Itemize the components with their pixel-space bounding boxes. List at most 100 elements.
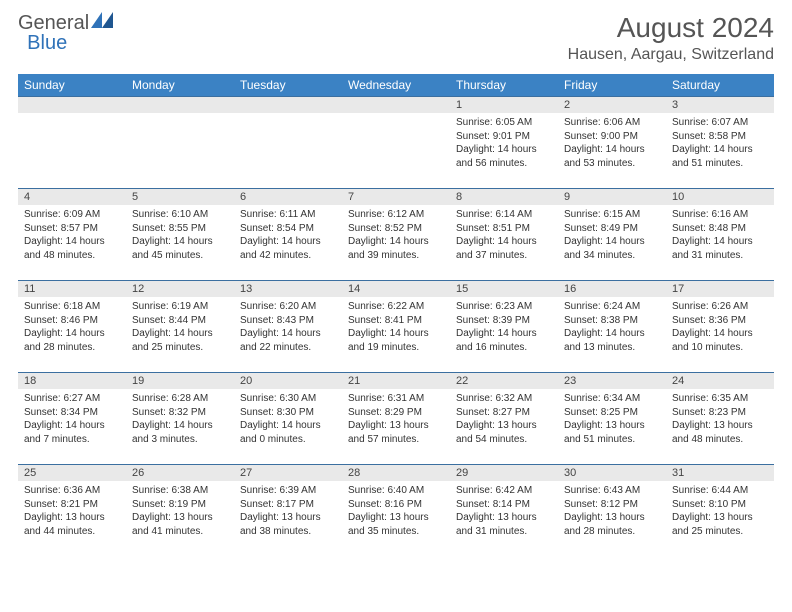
calendar-cell: 9Sunrise: 6:15 AMSunset: 8:49 PMDaylight… — [558, 189, 666, 281]
day-number: 29 — [450, 465, 558, 481]
calendar-cell — [18, 97, 126, 189]
sunset-line: Sunset: 8:51 PM — [456, 222, 552, 236]
sunset-line: Sunset: 8:39 PM — [456, 314, 552, 328]
daylight-line: Daylight: 13 hours and 54 minutes. — [456, 419, 552, 446]
calendar-cell: 11Sunrise: 6:18 AMSunset: 8:46 PMDayligh… — [18, 281, 126, 373]
day-number: 5 — [126, 189, 234, 205]
calendar-cell: 29Sunrise: 6:42 AMSunset: 8:14 PMDayligh… — [450, 465, 558, 557]
calendar-cell: 25Sunrise: 6:36 AMSunset: 8:21 PMDayligh… — [18, 465, 126, 557]
sunset-line: Sunset: 8:48 PM — [672, 222, 768, 236]
day-data: Sunrise: 6:22 AMSunset: 8:41 PMDaylight:… — [342, 297, 450, 358]
day-data: Sunrise: 6:14 AMSunset: 8:51 PMDaylight:… — [450, 205, 558, 266]
daylight-line: Daylight: 13 hours and 57 minutes. — [348, 419, 444, 446]
sunrise-line: Sunrise: 6:30 AM — [240, 392, 336, 406]
sunset-line: Sunset: 8:27 PM — [456, 406, 552, 420]
day-data: Sunrise: 6:27 AMSunset: 8:34 PMDaylight:… — [18, 389, 126, 450]
day-number: 15 — [450, 281, 558, 297]
calendar-cell: 18Sunrise: 6:27 AMSunset: 8:34 PMDayligh… — [18, 373, 126, 465]
daylight-line: Daylight: 14 hours and 56 minutes. — [456, 143, 552, 170]
daylight-line: Daylight: 13 hours and 25 minutes. — [672, 511, 768, 538]
day-number: 12 — [126, 281, 234, 297]
brand-blue: Blue — [27, 32, 67, 54]
sunset-line: Sunset: 8:57 PM — [24, 222, 120, 236]
calendar-cell — [126, 97, 234, 189]
day-number: 18 — [18, 373, 126, 389]
daylight-line: Daylight: 14 hours and 45 minutes. — [132, 235, 228, 262]
day-number: 26 — [126, 465, 234, 481]
sunrise-line: Sunrise: 6:11 AM — [240, 208, 336, 222]
calendar-header: SundayMondayTuesdayWednesdayThursdayFrid… — [18, 74, 774, 97]
sunset-line: Sunset: 8:14 PM — [456, 498, 552, 512]
day-number: 6 — [234, 189, 342, 205]
day-number: 3 — [666, 97, 774, 113]
day-data: Sunrise: 6:15 AMSunset: 8:49 PMDaylight:… — [558, 205, 666, 266]
daylight-line: Daylight: 13 hours and 44 minutes. — [24, 511, 120, 538]
title-block: August 2024 Hausen, Aargau, Switzerland — [568, 12, 774, 64]
calendar-cell: 1Sunrise: 6:05 AMSunset: 9:01 PMDaylight… — [450, 97, 558, 189]
day-data: Sunrise: 6:09 AMSunset: 8:57 PMDaylight:… — [18, 205, 126, 266]
daylight-line: Daylight: 13 hours and 51 minutes. — [564, 419, 660, 446]
sunrise-line: Sunrise: 6:36 AM — [24, 484, 120, 498]
day-data: Sunrise: 6:12 AMSunset: 8:52 PMDaylight:… — [342, 205, 450, 266]
daylight-line: Daylight: 14 hours and 25 minutes. — [132, 327, 228, 354]
day-number: 10 — [666, 189, 774, 205]
calendar-cell: 2Sunrise: 6:06 AMSunset: 9:00 PMDaylight… — [558, 97, 666, 189]
day-number — [18, 97, 126, 113]
calendar-cell: 23Sunrise: 6:34 AMSunset: 8:25 PMDayligh… — [558, 373, 666, 465]
day-number: 28 — [342, 465, 450, 481]
day-number: 20 — [234, 373, 342, 389]
day-data: Sunrise: 6:24 AMSunset: 8:38 PMDaylight:… — [558, 297, 666, 358]
daylight-line: Daylight: 13 hours and 38 minutes. — [240, 511, 336, 538]
daylight-line: Daylight: 14 hours and 3 minutes. — [132, 419, 228, 446]
day-data — [126, 113, 234, 120]
day-number: 9 — [558, 189, 666, 205]
day-data: Sunrise: 6:26 AMSunset: 8:36 PMDaylight:… — [666, 297, 774, 358]
sunset-line: Sunset: 8:41 PM — [348, 314, 444, 328]
daylight-line: Daylight: 14 hours and 39 minutes. — [348, 235, 444, 262]
sunrise-line: Sunrise: 6:40 AM — [348, 484, 444, 498]
sunset-line: Sunset: 8:30 PM — [240, 406, 336, 420]
day-number — [234, 97, 342, 113]
day-number: 22 — [450, 373, 558, 389]
day-number: 13 — [234, 281, 342, 297]
sunset-line: Sunset: 9:01 PM — [456, 130, 552, 144]
sunset-line: Sunset: 8:16 PM — [348, 498, 444, 512]
sunset-line: Sunset: 8:25 PM — [564, 406, 660, 420]
daylight-line: Daylight: 14 hours and 34 minutes. — [564, 235, 660, 262]
day-number: 4 — [18, 189, 126, 205]
calendar-cell: 3Sunrise: 6:07 AMSunset: 8:58 PMDaylight… — [666, 97, 774, 189]
weekday-header: Thursday — [450, 74, 558, 97]
daylight-line: Daylight: 14 hours and 16 minutes. — [456, 327, 552, 354]
sunrise-line: Sunrise: 6:10 AM — [132, 208, 228, 222]
sunrise-line: Sunrise: 6:05 AM — [456, 116, 552, 130]
location: Hausen, Aargau, Switzerland — [568, 46, 774, 64]
sunset-line: Sunset: 8:32 PM — [132, 406, 228, 420]
calendar-cell: 26Sunrise: 6:38 AMSunset: 8:19 PMDayligh… — [126, 465, 234, 557]
day-data: Sunrise: 6:38 AMSunset: 8:19 PMDaylight:… — [126, 481, 234, 542]
sunrise-line: Sunrise: 6:27 AM — [24, 392, 120, 406]
daylight-line: Daylight: 13 hours and 35 minutes. — [348, 511, 444, 538]
sunset-line: Sunset: 8:54 PM — [240, 222, 336, 236]
day-number: 14 — [342, 281, 450, 297]
day-number: 7 — [342, 189, 450, 205]
sunrise-line: Sunrise: 6:32 AM — [456, 392, 552, 406]
calendar-cell: 27Sunrise: 6:39 AMSunset: 8:17 PMDayligh… — [234, 465, 342, 557]
sunset-line: Sunset: 8:19 PM — [132, 498, 228, 512]
daylight-line: Daylight: 14 hours and 37 minutes. — [456, 235, 552, 262]
day-data: Sunrise: 6:34 AMSunset: 8:25 PMDaylight:… — [558, 389, 666, 450]
daylight-line: Daylight: 14 hours and 53 minutes. — [564, 143, 660, 170]
sunset-line: Sunset: 8:38 PM — [564, 314, 660, 328]
sunset-line: Sunset: 8:12 PM — [564, 498, 660, 512]
calendar-table: SundayMondayTuesdayWednesdayThursdayFrid… — [18, 74, 774, 557]
weekday-header: Friday — [558, 74, 666, 97]
day-number: 25 — [18, 465, 126, 481]
calendar-cell: 17Sunrise: 6:26 AMSunset: 8:36 PMDayligh… — [666, 281, 774, 373]
daylight-line: Daylight: 14 hours and 48 minutes. — [24, 235, 120, 262]
calendar-row: 11Sunrise: 6:18 AMSunset: 8:46 PMDayligh… — [18, 281, 774, 373]
daylight-line: Daylight: 13 hours and 48 minutes. — [672, 419, 768, 446]
sunrise-line: Sunrise: 6:38 AM — [132, 484, 228, 498]
day-data: Sunrise: 6:42 AMSunset: 8:14 PMDaylight:… — [450, 481, 558, 542]
sunrise-line: Sunrise: 6:22 AM — [348, 300, 444, 314]
day-data: Sunrise: 6:35 AMSunset: 8:23 PMDaylight:… — [666, 389, 774, 450]
day-number: 11 — [18, 281, 126, 297]
